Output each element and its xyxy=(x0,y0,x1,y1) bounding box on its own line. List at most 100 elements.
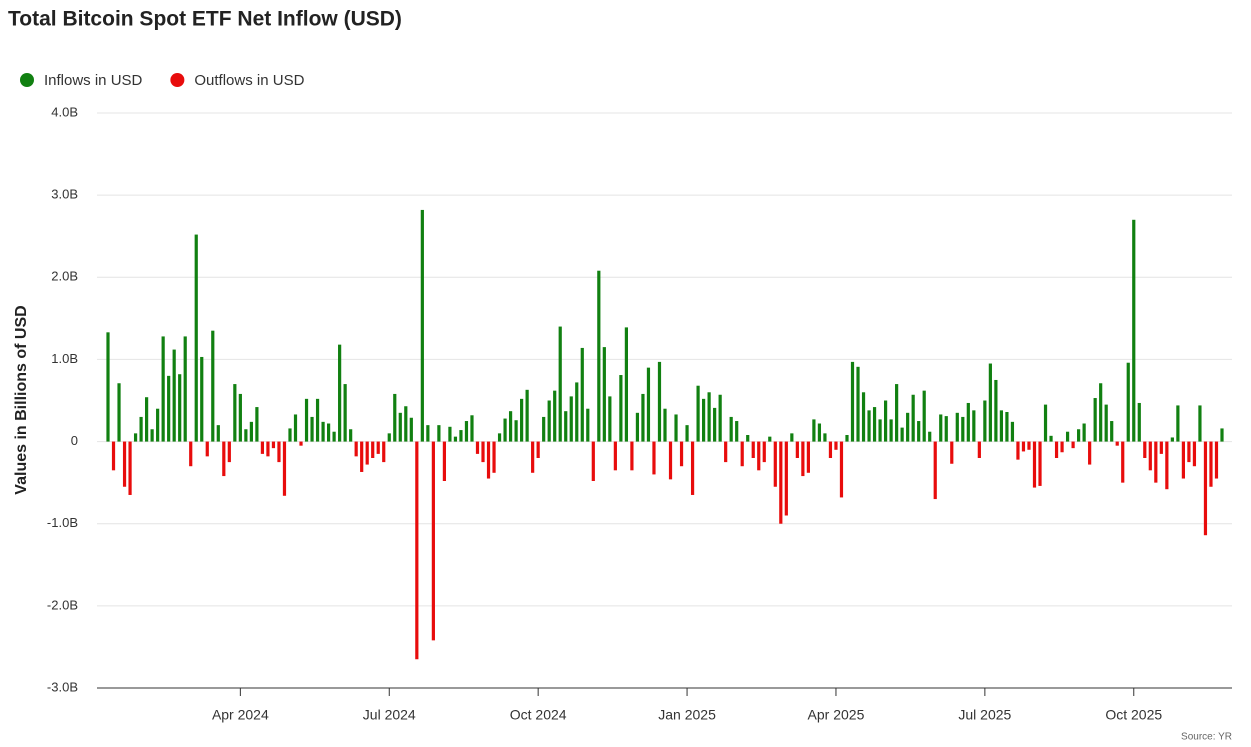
bar xyxy=(481,441,485,463)
bar xyxy=(222,441,226,477)
x-tick-label: Oct 2025 xyxy=(1105,707,1162,723)
bar xyxy=(382,441,386,463)
bar xyxy=(139,416,143,442)
y-tick-label: 2.0B xyxy=(51,269,78,284)
bar xyxy=(834,441,838,450)
bar xyxy=(338,344,342,442)
x-tick-label: Apr 2024 xyxy=(212,707,269,723)
bar xyxy=(1071,441,1075,449)
bar xyxy=(360,441,364,472)
bar xyxy=(486,441,491,479)
bar xyxy=(1099,383,1103,442)
bar xyxy=(349,429,353,442)
bar xyxy=(955,412,959,442)
bar xyxy=(122,441,127,487)
bar xyxy=(779,441,783,524)
bar xyxy=(922,390,926,442)
bar xyxy=(933,441,937,500)
bar xyxy=(1159,441,1163,454)
legend-marker xyxy=(170,73,185,87)
y-tick-label: 0 xyxy=(71,433,78,448)
bar xyxy=(277,441,281,463)
bar xyxy=(514,420,518,442)
bar xyxy=(288,428,292,442)
bar xyxy=(442,441,447,481)
bar xyxy=(1077,429,1081,442)
bar xyxy=(740,441,744,467)
source: Source: YR xyxy=(1181,732,1232,743)
bar xyxy=(1005,412,1009,442)
bar xyxy=(310,416,314,442)
bar xyxy=(773,441,777,487)
bar xyxy=(1065,431,1070,442)
bar xyxy=(558,326,562,442)
bar xyxy=(801,441,805,477)
bar xyxy=(326,423,331,442)
bar xyxy=(1088,441,1092,465)
bar xyxy=(1181,441,1185,479)
bar xyxy=(415,441,419,660)
bar xyxy=(1170,437,1174,442)
bar xyxy=(211,330,215,442)
bar xyxy=(343,384,347,442)
bar xyxy=(757,441,761,471)
bar xyxy=(1165,441,1169,490)
bar xyxy=(1132,219,1136,442)
bar xyxy=(828,441,833,458)
bar xyxy=(806,441,810,473)
bar xyxy=(536,441,540,458)
bar xyxy=(630,441,634,471)
bar xyxy=(646,367,651,442)
x-tick-label: Jan 2025 xyxy=(658,707,716,723)
y-tick-label: 4.0B xyxy=(51,104,78,119)
bar xyxy=(376,441,380,454)
bar xyxy=(1209,441,1213,487)
bar xyxy=(1115,441,1119,446)
bar xyxy=(178,374,182,442)
bar xyxy=(718,394,722,442)
bar xyxy=(878,419,882,442)
bar xyxy=(729,416,733,442)
bar xyxy=(817,423,822,442)
bar xyxy=(1187,441,1191,463)
bar xyxy=(850,361,855,442)
bar xyxy=(746,435,750,442)
bar xyxy=(586,408,590,442)
bar xyxy=(751,441,755,458)
bar xyxy=(1137,402,1141,442)
y-tick-label: -2.0B xyxy=(47,597,78,612)
bar xyxy=(994,379,998,442)
bar xyxy=(889,419,893,442)
bar xyxy=(393,393,397,442)
bar xyxy=(635,412,640,442)
bar xyxy=(1082,423,1086,442)
bar xyxy=(1214,441,1219,479)
bar xyxy=(1038,441,1042,486)
bar xyxy=(845,435,849,442)
x-tick-label: Jul 2025 xyxy=(958,707,1011,723)
bar xyxy=(371,441,375,458)
bar xyxy=(282,441,287,496)
bar xyxy=(657,361,662,442)
bar xyxy=(961,416,965,442)
bar xyxy=(470,415,474,442)
bar xyxy=(299,441,303,446)
chart-title: Total Bitcoin Spot ETF Net Inflow (USD) xyxy=(8,8,402,31)
bar xyxy=(652,441,656,475)
y-tick-label: 1.0B xyxy=(51,351,78,366)
bar xyxy=(492,441,496,473)
bar xyxy=(448,426,452,442)
bar xyxy=(1176,405,1180,442)
bar xyxy=(332,431,336,442)
bar xyxy=(999,410,1004,442)
bar xyxy=(1104,404,1108,442)
bar xyxy=(988,363,992,442)
bar xyxy=(145,397,149,442)
bar xyxy=(977,441,981,458)
bar xyxy=(823,433,827,442)
bar xyxy=(950,441,954,464)
bar xyxy=(503,418,507,442)
bar xyxy=(172,349,176,442)
bar xyxy=(580,347,584,442)
bar xyxy=(795,441,799,458)
